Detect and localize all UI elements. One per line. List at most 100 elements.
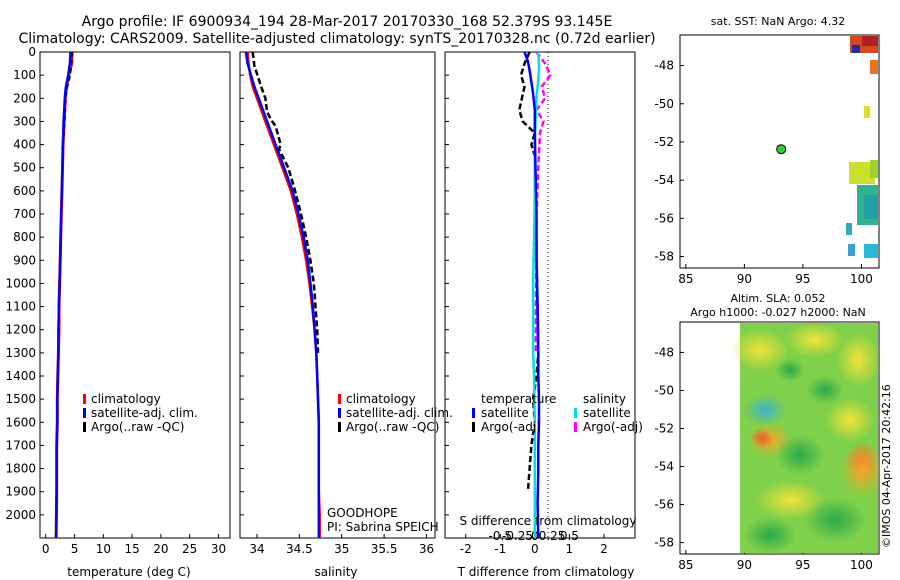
legend-swatch-climatology <box>83 394 86 404</box>
header-title-line1: Argo profile: IF 6900934_194 28-Mar-2017… <box>82 14 613 30</box>
salinity-difference-tick-label: 0.5 <box>560 529 579 543</box>
sla-blob <box>825 398 875 442</box>
legend-swatch-salinity-satellite <box>574 408 577 418</box>
x-tick-label: 30 <box>211 542 226 556</box>
depth-tick-label: 0 <box>28 45 36 59</box>
legend-swatch-argo <box>83 422 86 432</box>
depth-tick-label: 500 <box>13 161 36 175</box>
sla-blob <box>743 394 787 426</box>
sla-blob <box>805 498 865 542</box>
sst-patch <box>870 60 878 74</box>
x-tick-label: 0 <box>531 542 539 556</box>
axis-ticks: 0 5 10 15 20 25 30 34 34.5 35 35.5 36 -2 -1 0 1 20100200… <box>5 45 872 572</box>
x-tick-label: 2 <box>600 542 608 556</box>
depth-tick-label: 600 <box>13 184 36 198</box>
depth-tick-label: 1700 <box>5 438 36 452</box>
map-y-tick-label: -56 <box>654 211 674 225</box>
depth-tick-label: 1500 <box>5 392 36 406</box>
map-y-tick-label: -58 <box>654 536 674 550</box>
sst-patch <box>862 36 878 46</box>
x-tick-label: -1 <box>494 542 506 556</box>
sla-blob <box>776 358 804 382</box>
x-tick-label: 15 <box>124 542 139 556</box>
sst-patch <box>864 106 870 118</box>
map-y-tick-label: -56 <box>654 498 674 512</box>
salinity-axis-label: salinity <box>314 565 357 579</box>
legend-label-temperature-argo: Argo(-adj) <box>481 420 541 434</box>
map-y-tick-label: -52 <box>654 421 674 435</box>
salinity-difference-tick-label: 0.25 <box>539 529 566 543</box>
salinity-difference-axis-label: S difference from climatology <box>460 514 637 528</box>
sst-map-frame <box>679 34 880 269</box>
sla-blob <box>730 328 790 372</box>
sst-patch <box>870 160 878 178</box>
sla-blob <box>755 480 825 520</box>
legend-swatch-climatology <box>338 394 341 404</box>
sst-patch <box>846 223 852 235</box>
x-tick-label: 0 <box>42 542 50 556</box>
map-y-tick-label: -52 <box>654 135 674 149</box>
sla-blob <box>776 435 824 475</box>
sst-patches <box>846 36 878 258</box>
difference-plot-frame <box>444 51 636 539</box>
salinity-plot-frame <box>239 51 436 539</box>
depth-tick-label: 700 <box>13 207 36 221</box>
map-x-tick-label: 95 <box>795 558 810 572</box>
legend-label-climatology: climatology <box>91 392 161 406</box>
sla-blob <box>744 517 796 553</box>
legend-label-argo: Argo(..raw -QC) <box>91 420 184 434</box>
legend-swatch-satellite <box>83 408 86 418</box>
depth-tick-label: 1300 <box>5 346 36 360</box>
header-title-line2: Climatology: CARS2009. Satellite-adjuste… <box>18 31 655 47</box>
legend-header-salinity: salinity <box>583 392 626 406</box>
sla-map-subtitle: Argo h1000: -0.027 h2000: NaN <box>690 306 866 319</box>
difference-temperature-argo-line <box>518 52 540 492</box>
depth-tick-label: 300 <box>13 114 36 128</box>
salinity-legend: climatology satellite-adj. clim. Argo(..… <box>338 392 453 434</box>
map-y-tick-label: -54 <box>654 460 674 474</box>
depth-tick-label: 900 <box>13 253 36 267</box>
legend-label-temperature-satellite: satellite <box>481 406 529 420</box>
sla-field <box>730 322 879 553</box>
map-x-tick-label: 90 <box>737 272 752 286</box>
salinity-satellite-line <box>244 52 321 538</box>
temperature-legend: climatology satellite-adj. clim. Argo(..… <box>83 392 198 434</box>
legend-swatch-temperature-satellite <box>472 408 475 418</box>
argo-float-marker <box>776 144 787 155</box>
temperature-axis-label: temperature (deg C) <box>67 565 190 579</box>
legend-label-satellite: satellite-adj. clim. <box>346 406 453 420</box>
x-tick-label: 34 <box>249 542 264 556</box>
sst-patch <box>864 244 878 258</box>
map-x-tick-label: 85 <box>678 558 693 572</box>
sla-map-frame <box>679 321 880 555</box>
depth-tick-label: 800 <box>13 230 36 244</box>
project-name: GOODHOPE <box>327 506 398 520</box>
depth-tick-label: 1100 <box>5 300 36 314</box>
depth-tick-label: 1400 <box>5 369 36 383</box>
temperature-satellite-line <box>54 52 72 538</box>
difference-legend: temperature salinity satellite Argo(-adj… <box>472 392 643 434</box>
sla-blob <box>750 428 774 448</box>
difference-temperature-satellite-line <box>523 52 541 538</box>
depth-tick-label: 1200 <box>5 323 36 337</box>
legend-label-argo: Argo(..raw -QC) <box>346 420 439 434</box>
temperature-plot-frame <box>39 51 231 539</box>
sst-patch <box>852 45 860 53</box>
sst-patch <box>849 162 875 184</box>
map-x-tick-label: 100 <box>850 558 873 572</box>
legend-label-climatology: climatology <box>346 392 416 406</box>
depth-tick-label: 1800 <box>5 462 36 476</box>
temperature-difference-axis-label: T difference from climatology <box>457 565 635 579</box>
map-x-tick-label: 100 <box>850 272 873 286</box>
legend-label-salinity-argo: Argo(-adj) <box>583 420 643 434</box>
difference-salinity-satellite-line <box>531 52 541 538</box>
sst-map-title: sat. SST: NaN Argo: 4.32 <box>711 15 845 28</box>
x-tick-label: 35.5 <box>371 542 398 556</box>
x-tick-label: 34.5 <box>286 542 313 556</box>
map-y-tick-label: -50 <box>654 383 674 397</box>
principal-investigator: PI: Sabrina SPEICH <box>327 520 439 534</box>
depth-tick-label: 200 <box>13 91 36 105</box>
salinity-argo-line <box>251 52 320 353</box>
legend-swatch-salinity-argo <box>574 422 577 432</box>
